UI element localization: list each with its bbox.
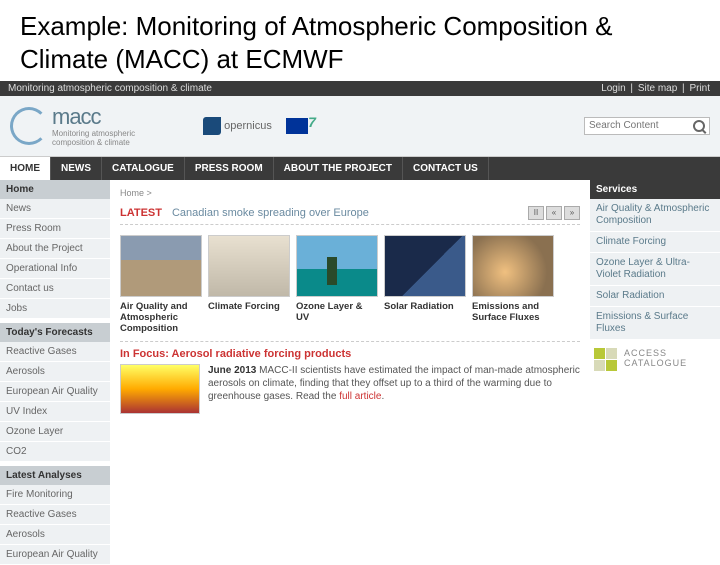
tile-air-quality[interactable]: Air Quality and Atmospheric Composition bbox=[120, 235, 202, 335]
header: macc Monitoring atmospheric composition … bbox=[0, 96, 720, 157]
focus-thumb bbox=[120, 364, 200, 414]
sidebar-item-reactive-gases[interactable]: Reactive Gases bbox=[0, 342, 110, 362]
nav-contact[interactable]: CONTACT US bbox=[403, 157, 489, 180]
focus-row: June 2013 MACC-II scientists have estima… bbox=[120, 364, 580, 414]
copernicus-label: opernicus bbox=[224, 120, 272, 132]
sidebar-item-eu-air[interactable]: European Air Quality bbox=[0, 382, 110, 402]
sidebar-item-aerosols2[interactable]: Aerosols bbox=[0, 525, 110, 545]
swirl-icon bbox=[10, 107, 48, 145]
sidebar-home-title: Home bbox=[0, 180, 110, 199]
topbar-left: Monitoring atmospheric composition & cli… bbox=[8, 83, 212, 94]
nav-home[interactable]: HOME bbox=[0, 157, 51, 180]
service-item-emissions[interactable]: Emissions & Surface Fluxes bbox=[590, 307, 720, 340]
sidebar-item-pressroom[interactable]: Press Room bbox=[0, 219, 110, 239]
sidebar-analyses-title: Latest Analyses bbox=[0, 466, 110, 485]
tile-img-clouds bbox=[208, 235, 290, 297]
sidebar-item-contact[interactable]: Contact us bbox=[0, 279, 110, 299]
tile-climate-forcing[interactable]: Climate Forcing bbox=[208, 235, 290, 335]
sidebar-forecasts-title: Today's Forecasts bbox=[0, 323, 110, 342]
sidebar-left: Home News Press Room About the Project O… bbox=[0, 180, 110, 565]
focus-body: MACC-II scientists have estimated the im… bbox=[208, 365, 580, 402]
breadcrumb: Home > bbox=[120, 184, 580, 202]
focus-link[interactable]: full article bbox=[339, 391, 381, 402]
nav-pressroom[interactable]: PRESS ROOM bbox=[185, 157, 274, 180]
next-button[interactable]: » bbox=[564, 206, 580, 220]
sidebar-item-aerosols[interactable]: Aerosols bbox=[0, 362, 110, 382]
login-link[interactable]: Login bbox=[601, 83, 625, 94]
sidebar-item-about[interactable]: About the Project bbox=[0, 239, 110, 259]
focus-title: In Focus: Aerosol radiative forcing prod… bbox=[120, 348, 580, 360]
sidebar-item-reactive2[interactable]: Reactive Gases bbox=[0, 505, 110, 525]
nav-catalogue[interactable]: CATALOGUE bbox=[102, 157, 185, 180]
tile-caption: Climate Forcing bbox=[208, 301, 290, 329]
eu-fp7-logo: 7 bbox=[286, 118, 308, 134]
search-box[interactable] bbox=[584, 117, 710, 135]
services-title: Services bbox=[590, 180, 720, 199]
logo-text: macc bbox=[52, 104, 135, 130]
catalogue-icon bbox=[594, 348, 618, 371]
pause-button[interactable]: II bbox=[528, 206, 544, 220]
search-icon[interactable] bbox=[693, 120, 705, 132]
service-item-solar[interactable]: Solar Radiation bbox=[590, 286, 720, 307]
service-item-ozone[interactable]: Ozone Layer & Ultra-Violet Radiation bbox=[590, 253, 720, 286]
latest-label: LATEST bbox=[120, 207, 162, 219]
tile-caption: Air Quality and Atmospheric Composition bbox=[120, 301, 202, 335]
nav-news[interactable]: NEWS bbox=[51, 157, 102, 180]
tile-img-solar bbox=[384, 235, 466, 297]
layout: Home News Press Room About the Project O… bbox=[0, 180, 720, 565]
copernicus-logo[interactable]: opernicus bbox=[203, 117, 272, 135]
logo-sub2: composition & climate bbox=[52, 139, 135, 148]
sidebar-item-co2[interactable]: CO2 bbox=[0, 442, 110, 462]
topbar-right: Login | Site map | Print bbox=[599, 83, 712, 94]
nav-about[interactable]: ABOUT THE PROJECT bbox=[274, 157, 403, 180]
tile-caption: Emissions and Surface Fluxes bbox=[472, 301, 554, 329]
print-link[interactable]: Print bbox=[689, 83, 710, 94]
topbar: Monitoring atmospheric composition & cli… bbox=[0, 81, 720, 96]
tile-img-beach bbox=[296, 235, 378, 297]
sidebar-item-jobs[interactable]: Jobs bbox=[0, 299, 110, 319]
tile-img-fire bbox=[472, 235, 554, 297]
sidebar-item-fire[interactable]: Fire Monitoring bbox=[0, 485, 110, 505]
divider bbox=[120, 341, 580, 342]
tile-img-traffic bbox=[120, 235, 202, 297]
latest-headline[interactable]: Canadian smoke spreading over Europe bbox=[172, 207, 526, 219]
service-item-climate[interactable]: Climate Forcing bbox=[590, 232, 720, 253]
latest-row: LATEST Canadian smoke spreading over Eur… bbox=[120, 202, 580, 225]
tile-row: Air Quality and Atmospheric Composition … bbox=[120, 235, 580, 335]
tile-caption: Ozone Layer & UV bbox=[296, 301, 378, 329]
sitemap-link[interactable]: Site map bbox=[638, 83, 677, 94]
main-content: Home > LATEST Canadian smoke spreading o… bbox=[110, 180, 590, 565]
tile-caption: Solar Radiation bbox=[384, 301, 466, 329]
sidebar-item-uv[interactable]: UV Index bbox=[0, 402, 110, 422]
prev-button[interactable]: « bbox=[546, 206, 562, 220]
sidebar-item-news[interactable]: News bbox=[0, 199, 110, 219]
service-item-air[interactable]: Air Quality & Atmospheric Composition bbox=[590, 199, 720, 232]
focus-date: June 2013 bbox=[208, 365, 256, 376]
macc-logo[interactable]: macc Monitoring atmospheric composition … bbox=[10, 104, 135, 148]
access-label: ACCESSCATALOGUE bbox=[624, 349, 687, 369]
search-input[interactable] bbox=[589, 120, 689, 131]
sidebar-right: Services Air Quality & Atmospheric Compo… bbox=[590, 180, 720, 565]
focus-text: June 2013 MACC-II scientists have estima… bbox=[208, 364, 580, 414]
slide-title: Example: Monitoring of Atmospheric Compo… bbox=[0, 0, 720, 81]
sidebar-item-eu-air2[interactable]: European Air Quality bbox=[0, 545, 110, 565]
sidebar-item-ozone[interactable]: Ozone Layer bbox=[0, 422, 110, 442]
sidebar-item-opinfo[interactable]: Operational Info bbox=[0, 259, 110, 279]
tile-ozone[interactable]: Ozone Layer & UV bbox=[296, 235, 378, 335]
navbar: HOME NEWS CATALOGUE PRESS ROOM ABOUT THE… bbox=[0, 157, 720, 180]
tile-solar[interactable]: Solar Radiation bbox=[384, 235, 466, 335]
copernicus-icon bbox=[203, 117, 221, 135]
access-catalogue[interactable]: ACCESSCATALOGUE bbox=[590, 340, 720, 379]
tile-emissions[interactable]: Emissions and Surface Fluxes bbox=[472, 235, 554, 335]
logo-area: macc Monitoring atmospheric composition … bbox=[10, 104, 308, 148]
